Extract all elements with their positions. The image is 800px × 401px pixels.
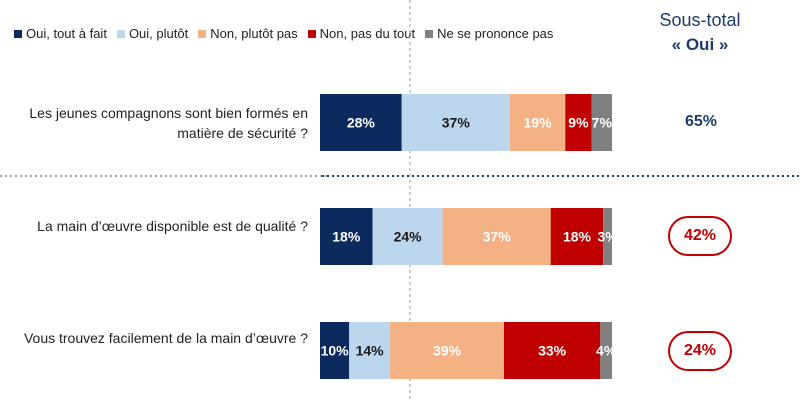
legend-item-nsp: Ne se prononce pas [425, 26, 553, 41]
subtotal-value-2: 42% [668, 216, 732, 256]
legend-label: Oui, tout à fait [26, 26, 107, 41]
bar-label-q2-s4: 18% [563, 229, 592, 245]
bar-label-q1-s5: 7% [592, 115, 613, 131]
bar-label-q2-s2: 24% [394, 229, 423, 245]
bar-label-q2-s5: 3% [598, 229, 619, 245]
bar-label-q2-s3: 37% [483, 229, 512, 245]
bar-label-q3-s4: 33% [538, 343, 567, 359]
bar-segment-q1-s1 [320, 94, 402, 151]
legend-swatch [198, 29, 207, 38]
bar-label-q1-s2: 37% [442, 115, 471, 131]
question-label-2: La main d’œuvre disponible est de qualit… [37, 218, 308, 234]
bar-label-q2-s1: 18% [332, 229, 361, 245]
bar-segment-q1-s4 [565, 94, 592, 151]
bar-label-q1-s1: 28% [347, 115, 376, 131]
bar-segment-q3-s4 [503, 322, 601, 379]
bar-label-q1-s4: 9% [568, 115, 589, 131]
legend-label: Non, pas du tout [319, 26, 416, 41]
chart-legend: Oui, tout à fait Oui, plutôt Non, plutôt… [14, 26, 563, 41]
bar-label-q3-s1: 10% [321, 343, 350, 359]
bar-segment-q2-s1 [320, 208, 373, 265]
legend-label: Ne se prononce pas [437, 26, 554, 41]
bar-segment-q2-s5 [603, 208, 612, 265]
legend-item-non-pas-du-tout: Non, pas du tout [307, 26, 416, 41]
bar-segment-q3-s5 [600, 322, 612, 379]
bar-segment-q2-s3 [442, 208, 551, 265]
subtotal-value-3: 24% [668, 331, 732, 371]
bar-segment-q2-s2 [372, 208, 443, 265]
subtotal-header: Sous-total « Oui » [640, 10, 760, 55]
legend-label: Oui, plutôt [128, 26, 189, 41]
bar-segment-q1-s3 [509, 94, 566, 151]
legend-label: Non, plutôt pas [210, 26, 298, 41]
legend-swatch [14, 29, 22, 38]
legend-swatch [307, 29, 316, 38]
bar-segment-q3-s3 [390, 322, 504, 379]
legend-swatch [116, 29, 125, 38]
legend-item-oui-plutot: Oui, plutôt [116, 26, 189, 41]
bar-segment-q3-s1 [320, 322, 350, 379]
bar-label-q3-s3: 39% [433, 343, 462, 359]
bar-segment-q2-s4 [550, 208, 604, 265]
legend-swatch [425, 29, 434, 38]
bar-label-q3-s2: 14% [356, 343, 385, 359]
subtotal-value-1: 65% [684, 113, 718, 130]
subtotal-header-line1: Sous-total [659, 10, 741, 30]
bar-segment-q1-s5 [591, 94, 612, 151]
subtotal-header-line2: « Oui » [671, 35, 729, 54]
bars-group: 28% 37% 19% 9% 7% 18% 24% 37% 18% 3% 10% 14% 39% 33% 4… [320, 94, 618, 379]
bar-label-q3-s5: 4% [596, 343, 617, 359]
bar-label-q1-s3: 19% [524, 115, 553, 131]
bar-segment-q3-s2 [349, 322, 391, 379]
legend-item-non-plutot-pas: Non, plutôt pas [198, 26, 298, 41]
question-label-3: Vous trouvez facilement de la main d’œuv… [23, 330, 308, 346]
question-label-1: Les jeunes compagnons sont bien formés e… [29, 105, 308, 141]
legend-item-oui-tout-a-fait: Oui, tout à fait [14, 26, 107, 41]
bar-segment-q1-s2 [401, 94, 510, 151]
